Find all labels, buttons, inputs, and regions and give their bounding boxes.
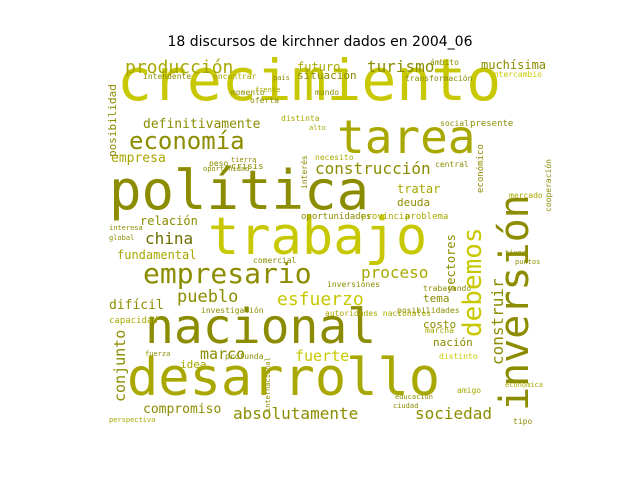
word: crecimiento	[117, 57, 502, 114]
word: compromiso	[143, 402, 222, 417]
word: intercambio	[489, 70, 542, 79]
word: nación	[433, 336, 473, 349]
word: proceso	[361, 263, 429, 282]
word: turismo	[367, 57, 435, 76]
word: mundo	[315, 88, 340, 97]
word: fuerte	[295, 347, 350, 365]
word: tiene	[505, 249, 527, 257]
word: oportunidad	[203, 165, 250, 173]
word: relación	[140, 214, 198, 228]
word: construcción	[315, 159, 431, 178]
word: oferta	[250, 96, 279, 105]
word: idea	[180, 358, 207, 371]
word: trabajo	[208, 207, 428, 267]
word: social	[440, 119, 469, 128]
word: comercial	[253, 256, 297, 265]
word: frente	[255, 86, 281, 94]
word: crisis	[231, 162, 264, 172]
word: futuro	[297, 60, 341, 74]
word: costo	[423, 318, 457, 331]
word: capacidad	[109, 316, 158, 326]
word: política	[109, 159, 370, 222]
word: distinta	[281, 114, 320, 123]
word: tipo	[513, 417, 533, 426]
word: marcha	[425, 326, 454, 335]
word: difícil	[109, 298, 164, 313]
word: economica	[505, 381, 543, 389]
word: necesito	[315, 153, 354, 162]
word: situación	[297, 69, 357, 82]
word: internacional	[264, 357, 272, 412]
word: amigo	[457, 386, 482, 395]
word: económico	[476, 144, 486, 193]
word: tierra	[231, 156, 257, 164]
word: perspectiva	[109, 416, 156, 424]
word: fundamental	[117, 248, 197, 262]
word: interés	[300, 155, 309, 189]
word: educación	[395, 393, 433, 401]
word: tarea	[337, 110, 476, 164]
word: interesa	[109, 224, 143, 232]
word: intendente	[143, 72, 192, 81]
word: peso	[209, 159, 229, 168]
word: global	[109, 234, 135, 242]
word: posibilidad	[106, 84, 119, 157]
word: producción	[125, 57, 234, 78]
word: nacional	[145, 299, 377, 355]
word: definitivamente	[143, 117, 261, 132]
word: economía	[129, 127, 245, 155]
word: deuda	[397, 196, 431, 209]
word: tema	[423, 292, 450, 305]
word: provincia	[361, 212, 410, 222]
word: tratar	[397, 182, 441, 196]
word: pueblo	[177, 287, 239, 307]
word: transformación	[405, 74, 473, 83]
word: trabajando	[423, 284, 472, 293]
word: posibilidades	[397, 306, 460, 315]
word: central	[435, 160, 469, 169]
word: construir	[488, 278, 507, 365]
word: momento	[231, 88, 265, 97]
word: fuerza	[145, 350, 171, 358]
word: distinto	[439, 352, 478, 361]
word: empresario	[143, 257, 312, 290]
word: autoridades nacionales	[325, 309, 431, 318]
word: marco	[200, 345, 246, 363]
word: debemos	[458, 227, 488, 337]
word: muchísima	[481, 58, 547, 72]
word: encontrar	[213, 72, 257, 81]
word: país	[273, 74, 290, 82]
word: puntos	[515, 258, 541, 266]
word: absolutamente	[233, 404, 359, 423]
word: inversiones	[327, 280, 380, 289]
word: problema	[405, 212, 449, 222]
chart-title: 18 discursos de kirchner dados en 2004_0…	[167, 34, 473, 50]
word: presente	[470, 119, 514, 129]
word: oportunidades	[301, 212, 372, 222]
word: ámbito	[430, 58, 459, 67]
word: sociedad	[415, 404, 493, 423]
word: investigación	[201, 306, 264, 315]
word-cloud: crecimiento tarea política trabajo nacio…	[105, 57, 555, 431]
word: desarrollo	[127, 348, 441, 408]
word: alto	[309, 124, 326, 132]
word: cooperación	[544, 159, 553, 212]
word: empresa	[111, 151, 166, 166]
word: ciudad	[393, 402, 419, 410]
word: esfuerzo	[277, 289, 364, 310]
word: conjunto	[111, 329, 129, 402]
word: profunda	[225, 352, 264, 361]
word: mercado	[509, 191, 543, 200]
word: china	[145, 229, 194, 248]
